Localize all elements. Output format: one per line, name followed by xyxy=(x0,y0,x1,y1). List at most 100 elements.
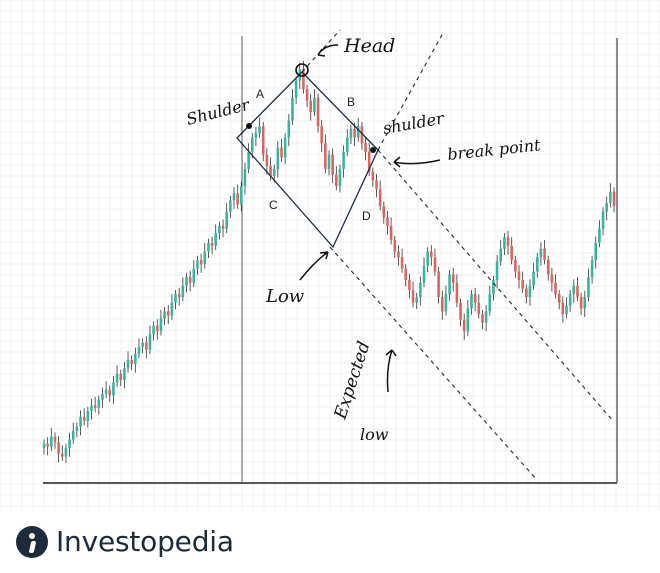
candle-body xyxy=(174,294,177,303)
candle-body xyxy=(294,80,298,98)
candle-body xyxy=(492,280,495,295)
candle-body xyxy=(214,233,218,246)
candle-body xyxy=(232,193,236,201)
candle-body xyxy=(291,97,294,121)
brand-name: Investopedia xyxy=(56,525,234,558)
candle-body xyxy=(601,211,605,229)
candle-body xyxy=(451,274,455,283)
candle-body xyxy=(517,271,521,281)
candle-body xyxy=(455,282,459,303)
candle-body xyxy=(101,393,104,400)
candle-body xyxy=(411,289,415,303)
candle-body xyxy=(75,426,79,431)
candle-body xyxy=(313,97,316,112)
segment-label-c: C xyxy=(269,198,278,212)
candle-body xyxy=(331,154,334,175)
candle-body xyxy=(397,251,400,258)
brand-logo: Investopedia xyxy=(16,525,234,558)
candle-body xyxy=(503,237,506,249)
candle-body xyxy=(42,443,46,449)
candle-body xyxy=(46,443,49,447)
candle-body xyxy=(422,265,426,283)
candle-body xyxy=(561,302,565,315)
candle-body xyxy=(605,203,608,212)
candle-body xyxy=(440,297,444,312)
candle-body xyxy=(565,305,568,315)
candle-body xyxy=(473,294,477,303)
candle-body xyxy=(521,280,524,289)
candle-body xyxy=(210,242,214,246)
candle-body xyxy=(550,274,554,283)
candle-body xyxy=(590,260,594,278)
low-trendline xyxy=(329,246,538,481)
candle-body xyxy=(470,294,473,309)
candle-body xyxy=(386,217,389,226)
head-label: Head xyxy=(343,35,395,57)
candle-body xyxy=(466,308,470,332)
candle-body xyxy=(568,294,572,306)
candle-body xyxy=(243,168,247,187)
candle-body xyxy=(90,405,93,412)
candle-body xyxy=(484,311,488,323)
break-point-arrow xyxy=(393,156,441,168)
candle-body xyxy=(137,346,141,355)
candle-body xyxy=(437,271,440,298)
candle-body xyxy=(371,171,375,181)
candle-body xyxy=(79,416,82,427)
candle-body xyxy=(375,180,378,189)
candle-body xyxy=(609,191,612,204)
candle-body xyxy=(364,143,367,152)
candle-body xyxy=(280,147,283,158)
candle-body xyxy=(199,260,203,265)
candle-body xyxy=(104,389,108,394)
right-shoulder-dot xyxy=(370,147,376,153)
head-circle-marker xyxy=(295,63,309,77)
candle-body xyxy=(218,225,221,234)
candle-body xyxy=(203,251,207,265)
candle-body xyxy=(115,374,119,383)
low-arrow xyxy=(299,251,329,281)
candle-body xyxy=(477,302,481,315)
candle-body xyxy=(510,245,513,261)
head-arrow xyxy=(317,44,339,57)
candle-body xyxy=(126,359,130,369)
candle-body xyxy=(320,126,323,144)
candle-body xyxy=(525,288,528,298)
candle-body xyxy=(258,126,261,134)
candle-body xyxy=(265,154,269,167)
candle-body xyxy=(345,137,349,152)
candle-body xyxy=(225,211,228,229)
investopedia-logo-icon xyxy=(16,525,48,558)
candle-body xyxy=(535,257,539,272)
candle-body xyxy=(283,137,287,158)
left-shoulder-dot xyxy=(246,123,252,129)
candle-body xyxy=(152,325,155,335)
upper-trendline xyxy=(377,32,444,151)
candle-body xyxy=(119,374,123,380)
candle-body xyxy=(97,399,101,409)
candle-body xyxy=(459,302,462,320)
candle-body xyxy=(349,129,353,138)
candle-body xyxy=(353,129,356,138)
expected-low-label-line2: low xyxy=(360,425,389,444)
candle-body xyxy=(185,277,188,286)
head-trendline xyxy=(301,29,341,73)
candle-body xyxy=(612,191,616,206)
candle-body xyxy=(393,240,397,252)
candle-body xyxy=(419,282,422,298)
candle-body xyxy=(134,354,137,365)
candle-body xyxy=(532,271,535,286)
candle-body xyxy=(272,168,276,177)
candle-body xyxy=(324,143,327,169)
break-point-label: break point xyxy=(446,135,541,164)
candle-body xyxy=(528,285,532,298)
candle-body xyxy=(221,225,225,229)
candle-body xyxy=(327,154,331,169)
candle-body xyxy=(247,151,250,169)
candle-body xyxy=(50,436,53,447)
candle-body xyxy=(155,325,159,332)
candle-body xyxy=(382,205,386,218)
candle-body xyxy=(499,248,503,262)
candle-body xyxy=(82,416,86,422)
candle-body xyxy=(254,133,258,138)
